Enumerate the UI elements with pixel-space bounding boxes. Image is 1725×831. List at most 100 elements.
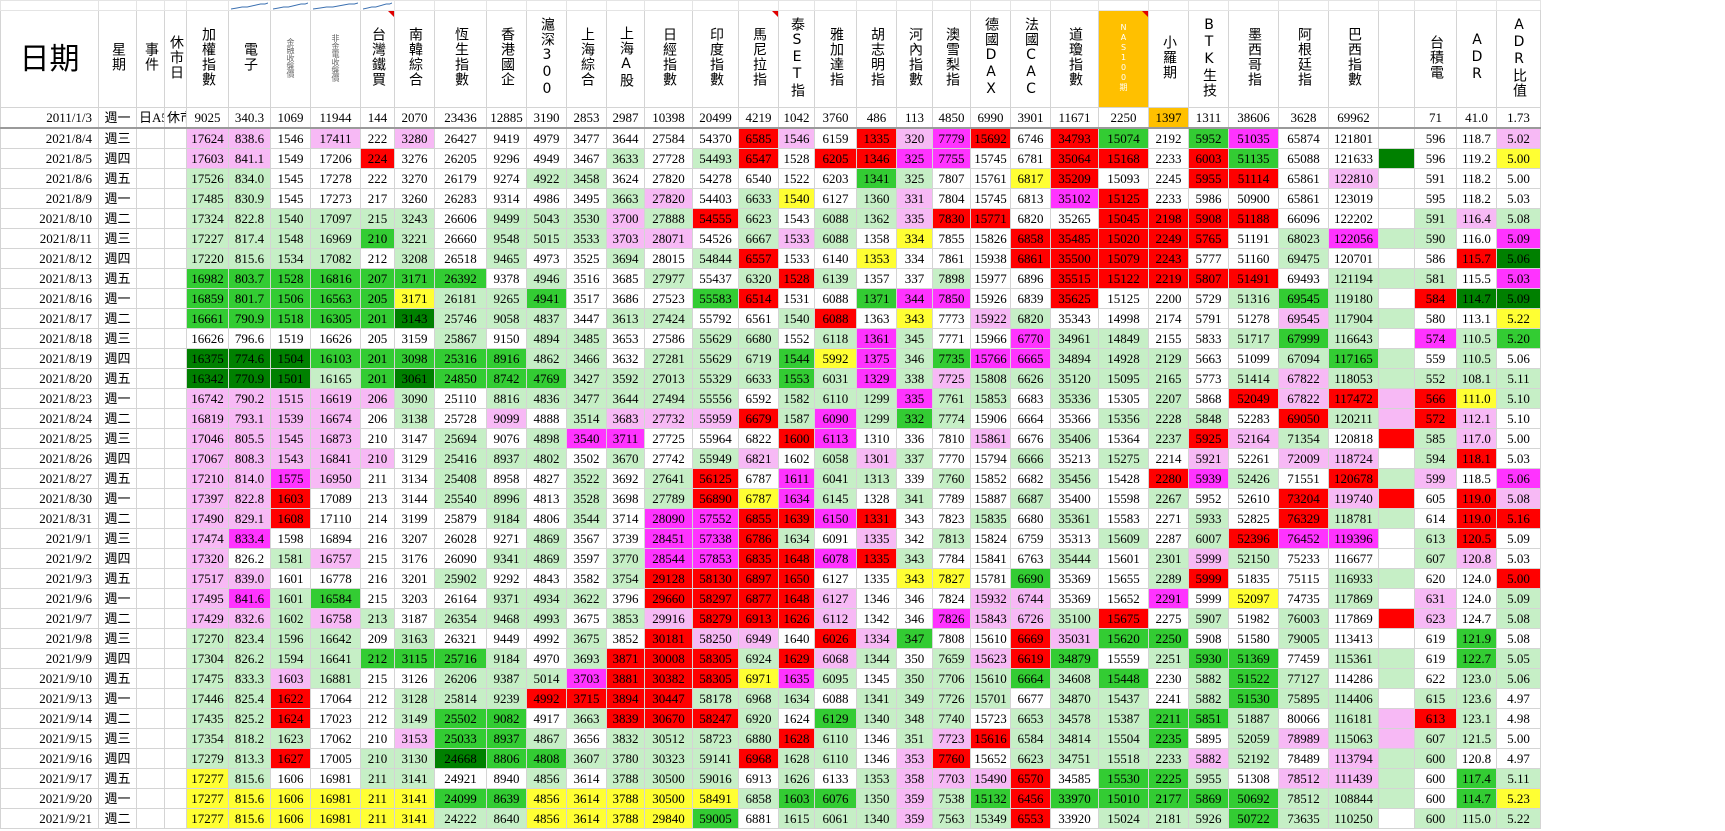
value-cell[interactable]: 7538 [932, 788, 971, 809]
value-cell[interactable]: 9184 [486, 648, 527, 669]
value-cell[interactable]: 6007 [1188, 528, 1229, 549]
value-cell[interactable]: 600 [1414, 808, 1457, 829]
value-cell[interactable]: 3894 [606, 688, 645, 709]
value-cell[interactable]: 4922 [526, 168, 567, 189]
value-cell[interactable]: 72009 [1278, 448, 1329, 469]
value-cell[interactable]: 15655 [1098, 568, 1149, 589]
value-cell[interactable]: 9296 [486, 148, 527, 169]
value-cell[interactable]: 3653 [606, 328, 645, 349]
value-cell[interactable] [164, 748, 187, 769]
value-cell[interactable]: 343 [896, 548, 933, 569]
value-cell[interactable]: 3694 [606, 248, 645, 269]
value-cell[interactable]: 1528 [270, 268, 311, 289]
value-cell[interactable]: 122.7 [1456, 648, 1497, 669]
value-cell[interactable]: 117904 [1328, 308, 1379, 329]
value-cell[interactable]: 55964 [692, 428, 739, 449]
value-cell[interactable]: 週一 [98, 388, 137, 409]
value-cell[interactable] [136, 508, 165, 529]
value-cell[interactable]: 833.3 [228, 668, 271, 689]
value-cell[interactable]: 830.9 [228, 188, 271, 209]
value-cell[interactable] [164, 268, 187, 289]
value-cell[interactable]: 1648 [778, 548, 815, 569]
column-header[interactable]: ADR [1456, 10, 1497, 108]
value-cell[interactable]: 1539 [270, 408, 311, 429]
value-cell[interactable]: 17110 [310, 508, 361, 529]
value-cell[interactable]: 3141 [394, 768, 435, 789]
value-cell[interactable]: 2219 [1148, 268, 1189, 289]
value-cell[interactable]: 28071 [644, 228, 693, 249]
value-cell[interactable]: 5999 [1188, 588, 1229, 609]
value-cell[interactable]: 6858 [738, 788, 779, 809]
value-cell[interactable] [136, 468, 165, 489]
value-cell[interactable]: 3149 [394, 708, 435, 729]
value-cell[interactable] [1378, 288, 1415, 309]
value-cell[interactable]: 1540 [778, 188, 815, 209]
value-cell[interactable]: 週四 [98, 548, 137, 569]
value-cell[interactable]: 7810 [932, 428, 971, 449]
value-cell[interactable]: 832.6 [228, 608, 271, 629]
value-cell[interactable]: 7826 [932, 608, 971, 629]
value-cell[interactable]: 6787 [738, 488, 779, 509]
value-cell[interactable]: 3530 [566, 208, 607, 229]
value-cell[interactable]: 3201 [394, 568, 435, 589]
value-cell[interactable]: 8639 [486, 788, 527, 809]
value-cell[interactable]: 2192 [1148, 127, 1189, 149]
value-cell[interactable]: 23436 [434, 107, 487, 129]
value-cell[interactable]: 33970 [1050, 788, 1099, 809]
value-cell[interactable]: 5.09 [1496, 588, 1541, 609]
value-cell[interactable]: 35366 [1050, 408, 1099, 429]
value-cell[interactable]: 17304 [186, 648, 229, 669]
value-cell[interactable]: 3190 [526, 107, 567, 129]
value-cell[interactable]: 212 [360, 648, 395, 669]
value-cell[interactable]: 7760 [932, 468, 971, 489]
value-cell[interactable]: 25716 [434, 648, 487, 669]
value-cell[interactable]: 1360 [856, 188, 897, 209]
value-cell[interactable]: 78989 [1278, 728, 1329, 749]
value-cell[interactable]: 16981 [310, 808, 361, 829]
value-cell[interactable]: 118724 [1328, 448, 1379, 469]
value-cell[interactable]: 52610 [1228, 488, 1279, 509]
value-cell[interactable]: 111439 [1328, 768, 1379, 789]
value-cell[interactable]: 6924 [738, 648, 779, 669]
value-cell[interactable]: 3502 [566, 448, 607, 469]
value-cell[interactable]: 4888 [526, 408, 567, 429]
value-cell[interactable]: 1602 [778, 448, 815, 469]
value-cell[interactable]: 5908 [1188, 628, 1229, 649]
value-cell[interactable]: 5.09 [1496, 228, 1541, 249]
value-cell[interactable]: 826.2 [228, 548, 271, 569]
value-cell[interactable]: 77127 [1278, 668, 1329, 689]
value-cell[interactable] [164, 348, 187, 369]
value-cell[interactable]: 6112 [814, 608, 857, 629]
value-cell[interactable]: 26205 [434, 148, 487, 169]
value-cell[interactable]: 9239 [486, 688, 527, 709]
value-cell[interactable]: 30500 [644, 768, 693, 789]
value-cell[interactable]: 6110 [814, 388, 857, 409]
value-cell[interactable]: 1340 [856, 808, 897, 829]
value-cell[interactable]: 1640 [778, 628, 815, 649]
value-cell[interactable]: 3144 [394, 488, 435, 509]
blank-cell[interactable] [0, 0, 99, 11]
value-cell[interactable]: 51135 [1228, 148, 1279, 169]
value-cell[interactable]: 5014 [526, 668, 567, 689]
value-cell[interactable] [164, 308, 187, 329]
value-cell[interactable]: 5.16 [1496, 508, 1541, 529]
value-cell[interactable] [164, 728, 187, 749]
blank-cell[interactable] [692, 0, 739, 11]
value-cell[interactable]: 7804 [932, 188, 971, 209]
value-cell[interactable]: 108844 [1328, 788, 1379, 809]
value-cell[interactable]: 4894 [526, 328, 567, 349]
value-cell[interactable]: 35100 [1050, 608, 1099, 629]
value-cell[interactable]: 1329 [856, 368, 897, 389]
value-cell[interactable] [1378, 468, 1415, 489]
date-cell[interactable]: 2021/9/6 [0, 588, 99, 609]
value-cell[interactable]: 3832 [606, 728, 645, 749]
value-cell[interactable]: 8996 [486, 488, 527, 509]
value-cell[interactable]: 週一 [98, 688, 137, 709]
value-cell[interactable]: 15437 [1098, 688, 1149, 709]
value-cell[interactable] [136, 648, 165, 669]
value-cell[interactable]: 週五 [98, 668, 137, 689]
value-cell[interactable]: 15530 [1098, 768, 1149, 789]
value-cell[interactable]: 6744 [1010, 588, 1051, 609]
value-cell[interactable]: 343 [896, 508, 933, 529]
value-cell[interactable]: 5952 [1188, 127, 1229, 149]
